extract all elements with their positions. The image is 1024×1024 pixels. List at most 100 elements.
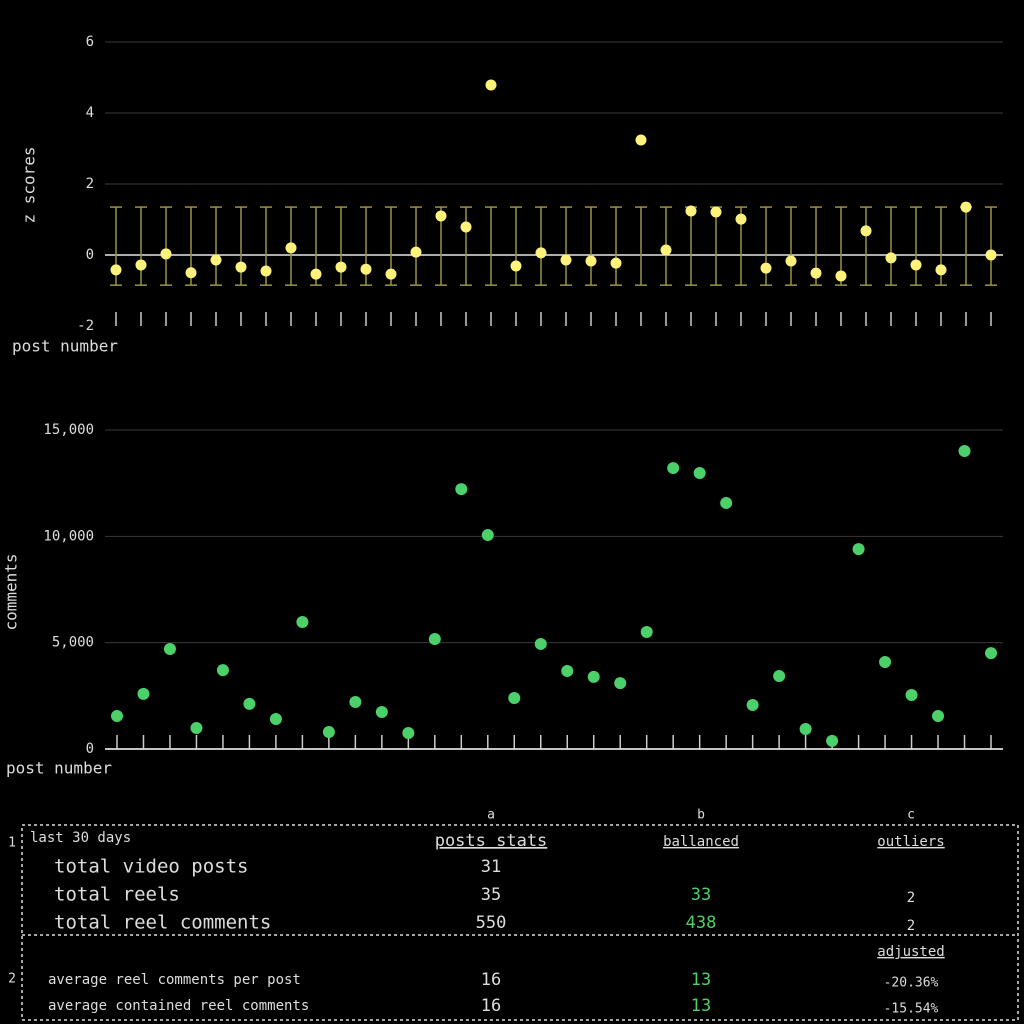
point xyxy=(885,252,897,264)
cell: 16 xyxy=(481,970,501,990)
cell: 13 xyxy=(691,970,711,990)
point xyxy=(635,134,647,146)
point xyxy=(375,705,388,718)
point xyxy=(360,263,372,275)
point xyxy=(760,262,772,274)
point xyxy=(185,267,197,279)
y-axis-label: comments xyxy=(2,553,21,630)
point xyxy=(910,259,922,271)
point xyxy=(785,255,797,267)
point xyxy=(460,221,472,233)
x-axis-label: post number xyxy=(6,759,112,778)
y-tick-label: 2 xyxy=(86,176,94,192)
row-label: total reel comments xyxy=(54,912,271,934)
point xyxy=(135,259,147,271)
y-tick-label: 0 xyxy=(86,247,94,263)
point xyxy=(216,664,229,677)
table-frame xyxy=(21,824,1019,1021)
point xyxy=(852,543,865,556)
cell: 13 xyxy=(691,996,711,1016)
point xyxy=(810,267,822,279)
point xyxy=(826,734,839,747)
point xyxy=(935,264,947,276)
point xyxy=(455,483,468,496)
cell: 35 xyxy=(481,885,501,905)
point xyxy=(660,244,672,256)
point xyxy=(296,616,309,629)
y-tick-label: 5,000 xyxy=(52,635,94,651)
column-header: posts stats xyxy=(435,831,548,851)
point xyxy=(385,268,397,280)
point xyxy=(960,201,972,213)
column-header: ballanced xyxy=(663,834,739,850)
point xyxy=(410,246,422,258)
point xyxy=(799,723,812,736)
point xyxy=(435,210,447,222)
y-tick-label: 10,000 xyxy=(43,528,94,544)
point xyxy=(322,725,335,738)
column-letter: c xyxy=(907,808,915,823)
y-tick-label: 0 xyxy=(86,741,94,757)
point xyxy=(349,696,362,709)
column-header: adjusted xyxy=(877,944,944,960)
cell: 33 xyxy=(691,885,711,905)
point xyxy=(310,268,322,280)
point xyxy=(746,698,759,711)
point xyxy=(667,462,680,475)
row-label: total reels xyxy=(54,884,180,906)
point xyxy=(985,647,997,660)
point xyxy=(905,688,918,701)
point xyxy=(508,691,521,704)
cell: 31 xyxy=(481,857,501,877)
row-label: total video posts xyxy=(54,856,248,878)
y-axis-label: z scores xyxy=(20,146,39,223)
point xyxy=(335,261,347,273)
point xyxy=(561,664,574,677)
point xyxy=(614,677,627,690)
point xyxy=(402,727,415,740)
point xyxy=(137,687,150,700)
point xyxy=(587,670,600,683)
point xyxy=(510,260,522,272)
point xyxy=(860,225,872,237)
point xyxy=(932,710,945,723)
section-number: 2 xyxy=(8,972,16,987)
cell: 16 xyxy=(481,996,501,1016)
point xyxy=(190,721,203,734)
cell: 2 xyxy=(907,890,915,906)
point xyxy=(485,79,497,91)
point xyxy=(160,248,172,260)
point xyxy=(535,247,547,259)
point xyxy=(693,466,706,479)
point xyxy=(585,255,597,267)
point xyxy=(735,213,747,225)
y-tick-label: 4 xyxy=(86,105,94,121)
point xyxy=(835,270,847,282)
point xyxy=(685,205,697,217)
point xyxy=(481,529,494,542)
row-label: average reel comments per post xyxy=(48,972,301,988)
point xyxy=(720,496,733,509)
point xyxy=(985,249,997,261)
y-tick-label: 15,000 xyxy=(43,422,94,438)
cell: 438 xyxy=(686,913,717,933)
point xyxy=(269,713,282,726)
column-header: outliers xyxy=(877,834,944,850)
section-number: 1 xyxy=(8,836,16,851)
row-label: average contained reel comments xyxy=(48,998,309,1014)
cell: -20.36% xyxy=(884,976,939,991)
column-letter: a xyxy=(487,808,495,823)
point xyxy=(243,697,256,710)
y-tick-label: -2 xyxy=(77,318,94,334)
point xyxy=(110,264,122,276)
point xyxy=(610,257,622,269)
cell: 550 xyxy=(476,913,507,933)
column-letter: b xyxy=(697,808,705,823)
point xyxy=(640,626,653,639)
point xyxy=(428,633,441,646)
point xyxy=(260,265,272,277)
point xyxy=(879,656,892,669)
cell: -15.54% xyxy=(884,1002,939,1017)
